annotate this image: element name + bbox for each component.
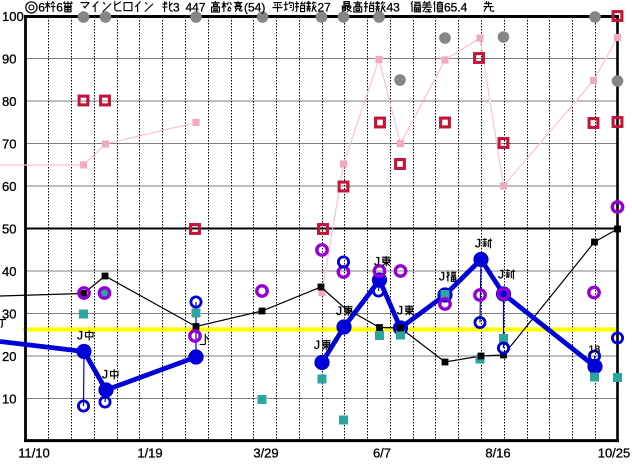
svg-text:J: J xyxy=(314,338,320,352)
svg-text:27: 27 xyxy=(318,1,332,15)
svg-text:40: 40 xyxy=(2,264,16,279)
svg-text:J: J xyxy=(77,329,83,343)
svg-text:J: J xyxy=(374,255,380,269)
svg-text:J: J xyxy=(439,270,445,284)
svg-text:18: 18 xyxy=(589,344,601,356)
svg-text:30: 30 xyxy=(2,307,16,322)
svg-text:J: J xyxy=(475,237,481,251)
svg-text:43: 43 xyxy=(387,1,401,15)
svg-text:20: 20 xyxy=(2,349,16,364)
svg-text:70: 70 xyxy=(2,137,16,152)
svg-text:J: J xyxy=(498,268,504,282)
svg-text:3: 3 xyxy=(173,1,180,15)
svg-text:11/10: 11/10 xyxy=(18,446,50,461)
svg-text:6: 6 xyxy=(56,1,63,15)
svg-text:10/25: 10/25 xyxy=(598,446,631,461)
svg-text:6: 6 xyxy=(38,1,45,15)
svg-text:80: 80 xyxy=(2,94,16,109)
svg-text:6/7: 6/7 xyxy=(373,446,391,461)
svg-text:(54): (54) xyxy=(244,1,265,15)
svg-text:10: 10 xyxy=(2,392,16,407)
svg-text:65.4: 65.4 xyxy=(444,1,468,15)
svg-text:90: 90 xyxy=(2,52,16,67)
svg-text:J: J xyxy=(102,368,108,382)
svg-text:50: 50 xyxy=(2,222,16,237)
svg-text:447: 447 xyxy=(186,1,206,15)
svg-text:J: J xyxy=(336,304,342,318)
svg-text:3/29: 3/29 xyxy=(253,446,278,461)
svg-text:1/19: 1/19 xyxy=(137,446,162,461)
svg-text:8/16: 8/16 xyxy=(485,446,510,461)
svg-text:J: J xyxy=(397,304,403,318)
svg-text:60: 60 xyxy=(2,179,16,194)
svg-text:100: 100 xyxy=(2,9,24,24)
